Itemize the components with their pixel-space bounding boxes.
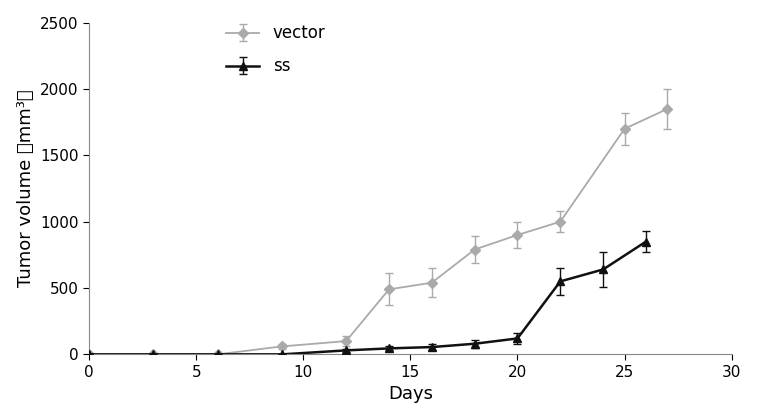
X-axis label: Days: Days [388,385,433,403]
Y-axis label: Tumor volume （mm³）: Tumor volume （mm³） [17,90,35,287]
Legend: vector, ss: vector, ss [226,24,325,75]
